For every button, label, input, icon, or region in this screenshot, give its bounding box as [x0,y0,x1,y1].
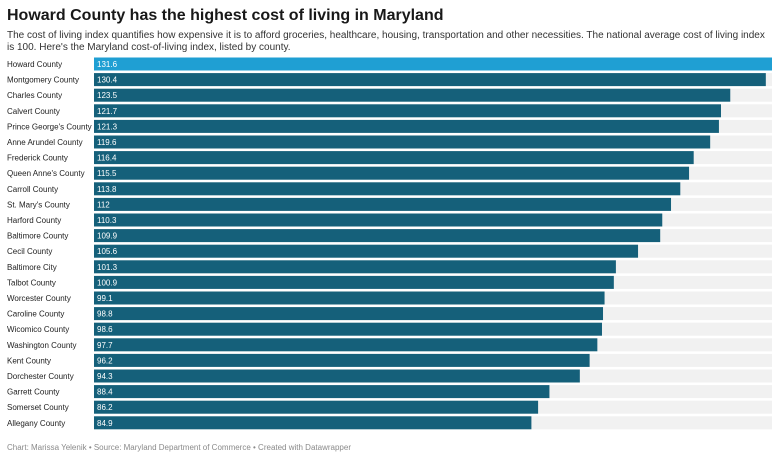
category-label-cecil-county: Cecil County [7,247,52,256]
value-label-anne-arundel-county: 119.6 [97,138,117,147]
bar-st-mary-s-county [94,197,672,211]
bar-dorchester-county [94,369,580,383]
category-label-talbot-county: Talbot County [7,278,56,287]
category-label-kent-county: Kent County [7,356,51,365]
value-label-baltimore-county: 109.9 [97,232,118,241]
value-label-washington-county: 97.7 [97,341,113,350]
value-label-carroll-county: 113.8 [97,185,117,194]
bar-charles-county [94,88,731,102]
value-label-cecil-county: 105.6 [97,247,118,256]
value-label-dorchester-county: 94.3 [97,372,113,381]
value-label-caroline-county: 98.8 [97,310,113,319]
value-label-allegany-county: 84.9 [97,419,113,428]
bar-worcester-county [94,291,605,305]
category-label-dorchester-county: Dorchester County [7,372,74,381]
category-label-somerset-county: Somerset County [7,403,69,412]
category-label-charles-county: Charles County [7,91,62,100]
value-label-wicomico-county: 98.6 [97,325,113,334]
category-label-howard-county: Howard County [7,60,62,69]
value-label-prince-george-s-county: 121.3 [97,122,118,131]
category-label-wicomico-county: Wicomico County [7,325,69,334]
footer-source: Source: Maryland Department of Commerce [87,443,251,452]
value-label-howard-county: 131.6 [97,60,118,69]
bar-queen-anne-s-county [94,166,690,180]
category-label-baltimore-city: Baltimore City [7,263,57,272]
category-label-prince-george-s-county: Prince George's County [7,122,92,131]
bar-prince-george-s-county [94,119,719,133]
bar-calvert-county [94,104,721,118]
bar-baltimore-city [94,260,616,274]
bar-anne-arundel-county [94,135,711,149]
value-label-queen-anne-s-county: 115.5 [97,169,117,178]
value-label-talbot-county: 100.9 [97,278,118,287]
value-label-kent-county: 96.2 [97,356,113,365]
category-label-worcester-county: Worcester County [7,294,71,303]
footer-credit: Chart: Marissa Yelenik [7,443,87,452]
category-label-queen-anne-s-county: Queen Anne's County [7,169,85,178]
bar-washington-county [94,338,598,352]
value-label-charles-county: 123.5 [97,91,118,100]
value-label-worcester-county: 99.1 [97,294,113,303]
bar-caroline-county [94,307,604,321]
bar-garrett-county [94,385,550,399]
category-label-harford-county: Harford County [7,216,61,225]
value-label-garrett-county: 88.4 [97,388,113,397]
bar-howard-county [94,57,772,71]
category-label-montgomery-county: Montgomery County [7,76,79,85]
value-label-st-mary-s-county: 112 [97,200,110,209]
bar-carroll-county [94,182,681,196]
category-label-garrett-county: Garrett County [7,388,59,397]
category-label-frederick-county: Frederick County [7,154,68,163]
value-label-calvert-county: 121.7 [97,107,118,116]
value-label-frederick-county: 116.4 [97,154,117,163]
bar-wicomico-county [94,322,602,336]
chart-footer: Chart: Marissa YelenikSource: Maryland D… [7,443,351,452]
bar-allegany-county [94,416,532,430]
value-label-harford-county: 110.3 [97,216,117,225]
bar-frederick-county [94,151,694,165]
bar-cecil-county [94,244,639,258]
bar-somerset-county [94,400,539,414]
footer-tool: Created with Datawrapper [251,443,351,452]
bar-harford-county [94,213,663,227]
category-label-calvert-county: Calvert County [7,107,60,116]
bar-montgomery-county [94,73,766,87]
category-label-allegany-county: Allegany County [7,419,65,428]
category-label-baltimore-county: Baltimore County [7,232,68,241]
bar-baltimore-county [94,229,661,243]
category-label-anne-arundel-county: Anne Arundel County [7,138,83,147]
category-label-caroline-county: Caroline County [7,310,64,319]
value-label-baltimore-city: 101.3 [97,263,118,272]
value-label-montgomery-county: 130.4 [97,76,118,85]
category-label-carroll-county: Carroll County [7,185,58,194]
chart-title: Howard County has the highest cost of li… [7,7,444,24]
category-label-washington-county: Washington County [7,341,77,350]
chart-subtitle: The cost of living index quantifies how … [7,30,765,53]
value-label-somerset-county: 86.2 [97,403,113,412]
category-label-st-mary-s-county: St. Mary's County [7,200,70,209]
bar-kent-county [94,353,590,367]
bar-talbot-county [94,275,614,289]
